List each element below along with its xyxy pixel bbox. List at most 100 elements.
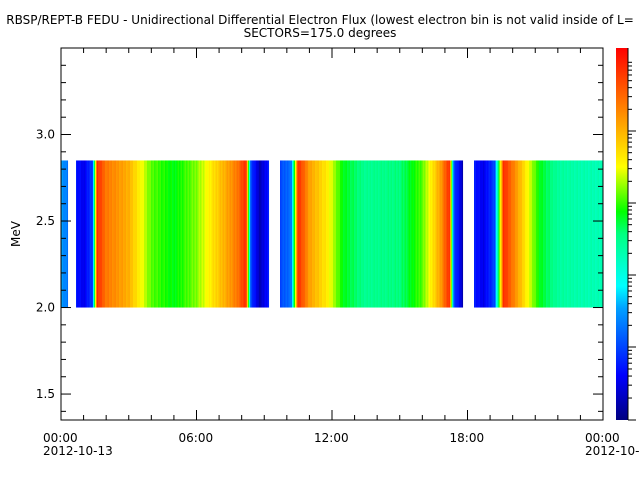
spectrogram-column	[186, 160, 188, 308]
spectrogram-column	[453, 160, 455, 308]
spectrogram-column	[530, 160, 532, 308]
spectrogram-column	[243, 160, 245, 308]
spectrogram-column	[289, 160, 291, 308]
spectrogram-column	[583, 160, 585, 308]
spectrogram-column	[77, 160, 79, 308]
spectrogram-column	[126, 160, 128, 308]
spectrogram-column	[198, 160, 200, 308]
spectrogram-column	[456, 160, 458, 308]
spectrogram-column	[594, 160, 596, 308]
spectrogram-column	[254, 160, 256, 308]
spectrogram-column	[196, 160, 198, 308]
spectrogram-column	[95, 160, 97, 308]
spectrogram-column	[439, 160, 441, 308]
spectrogram-column	[377, 160, 379, 308]
spectrogram-column	[408, 160, 410, 308]
spectrogram-column	[579, 160, 581, 308]
spectrogram-column	[528, 160, 530, 308]
spectrogram-column	[593, 160, 595, 308]
spectrogram-column	[508, 160, 510, 308]
spectrogram-column	[159, 160, 161, 308]
spectrogram-column	[489, 160, 491, 308]
spectrogram-column	[138, 160, 140, 308]
spectrogram-column	[94, 160, 96, 308]
spectrogram-column	[241, 160, 243, 308]
spectrogram-column	[204, 160, 206, 308]
spectrogram-column	[490, 160, 492, 308]
spectrogram-column	[417, 160, 419, 308]
spectrogram-column	[564, 160, 566, 308]
spectrogram-column	[485, 160, 487, 308]
spectrogram-column	[570, 160, 572, 308]
spectrogram-column	[503, 160, 505, 308]
spectrogram-column	[118, 160, 120, 308]
spectrogram-column	[314, 160, 316, 308]
spectrogram-column	[103, 160, 105, 308]
spectrogram-column	[493, 160, 495, 308]
spectrogram-column	[450, 160, 452, 308]
spectrogram-column	[584, 160, 586, 308]
spectrogram-column	[239, 160, 241, 308]
spectrogram-column	[476, 160, 478, 308]
spectrogram-column	[288, 160, 290, 308]
spectrogram-column	[110, 160, 112, 308]
spectrogram-column	[426, 160, 428, 308]
spectrogram-column	[433, 160, 435, 308]
spectrogram-column	[311, 160, 313, 308]
spectrogram-column	[429, 160, 431, 308]
spectrogram-column	[147, 160, 149, 308]
spectrogram-column	[512, 160, 514, 308]
spectrogram-column	[190, 160, 192, 308]
spectrogram-column	[154, 160, 156, 308]
spectrogram-column	[165, 160, 167, 308]
spectrogram-column	[358, 160, 360, 308]
spectrogram-column	[297, 160, 299, 308]
spectrogram-column	[365, 160, 367, 308]
spectrogram-column	[538, 160, 540, 308]
y-tick-label: 1.5	[36, 387, 55, 401]
spectrogram-column	[392, 160, 394, 308]
spectrogram-column	[350, 160, 352, 308]
spectrogram-column	[323, 160, 325, 308]
spectrogram-column	[479, 160, 481, 308]
spectrogram-column	[474, 160, 476, 308]
spectrogram-column	[153, 160, 155, 308]
spectrogram-column	[104, 160, 106, 308]
spectrogram-column	[141, 160, 143, 308]
spectrogram-column	[458, 160, 460, 308]
spectrogram-column	[371, 160, 373, 308]
spectrogram-column	[491, 160, 493, 308]
spectrogram-column	[255, 160, 257, 308]
spectrogram-column	[96, 160, 98, 308]
spectrogram-column	[300, 160, 302, 308]
spectrogram-column	[283, 160, 285, 308]
spectrogram-column	[117, 160, 119, 308]
spectrogram-column	[585, 160, 587, 308]
x-tick-time: 12:00	[314, 431, 349, 445]
spectrogram-column	[163, 160, 165, 308]
spectrogram-column	[455, 160, 457, 308]
spectrogram-column	[445, 160, 447, 308]
spectrogram-column	[200, 160, 202, 308]
spectrogram-column	[312, 160, 314, 308]
spectrogram-column	[540, 160, 542, 308]
spectrogram-column	[124, 160, 126, 308]
spectrogram-column	[201, 160, 203, 308]
spectrogram-column	[342, 160, 344, 308]
spectrogram-column	[361, 160, 363, 308]
spectrogram-column	[92, 160, 94, 308]
spectrogram-column	[544, 160, 546, 308]
spectrogram-column	[556, 160, 558, 308]
spectrogram-column	[215, 160, 217, 308]
spectrogram-column	[207, 160, 209, 308]
spectrogram-column	[115, 160, 117, 308]
spectrogram-column	[565, 160, 567, 308]
spectrogram-column	[591, 160, 593, 308]
spectrogram-column	[545, 160, 547, 308]
spectrogram-column	[208, 160, 210, 308]
spectrogram-column	[121, 160, 123, 308]
spectrogram-column	[182, 160, 184, 308]
spectrogram-column	[285, 160, 287, 308]
spectrogram-column	[592, 160, 594, 308]
spectrogram-column	[389, 160, 391, 308]
